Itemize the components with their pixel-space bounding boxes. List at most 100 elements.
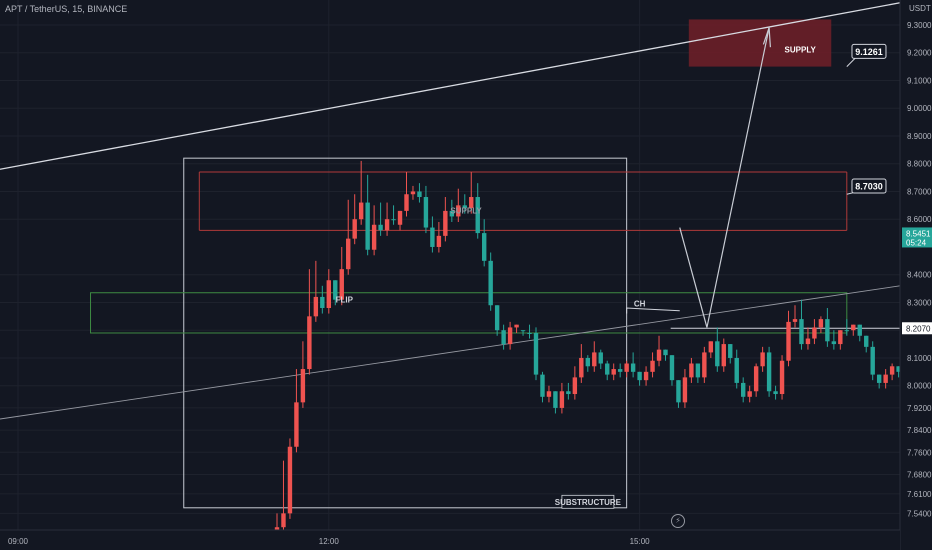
candle-body [637,371,642,381]
time-tick-label: 12:00 [319,537,340,546]
candle-body [715,341,720,367]
candle-body [365,202,370,250]
price-tick-label: 9.0000 [907,104,932,113]
candle-body [404,194,409,211]
candle-body [501,330,506,345]
candle-body [747,391,752,397]
candle-body [540,374,545,397]
lightning-icon[interactable]: ⚡ [671,514,685,528]
candle-body [391,219,396,221]
price-callout-high: 9.1261 [855,47,883,57]
candle-body [430,227,435,247]
flip-label: FLIP [336,295,354,304]
candle-body [371,224,377,250]
candle-body [805,338,811,345]
candle-body [410,191,416,195]
candle-body [753,366,759,392]
candle-body [553,391,558,408]
candle-body [889,366,895,375]
last-price-box [902,227,932,248]
candle-body [663,349,668,356]
candle-body [378,224,383,231]
candle-body [436,235,442,247]
time-tick-label: 09:00 [8,537,29,546]
candle-body [520,330,526,332]
candle-body [728,344,733,358]
price-tick-label: 7.6100 [907,490,932,499]
price-tick-label: 8.1000 [907,354,932,363]
trendline-lower [0,285,901,420]
price-callout-high-pointer [846,57,857,67]
candle-body [766,352,772,392]
candle-body [333,280,338,300]
price-callout-mid: 8.7030 [855,181,883,191]
candle-body [611,369,616,375]
price-tick-label: 7.7600 [907,448,932,457]
candle-body [818,319,824,328]
candle-body [443,210,448,236]
level-label-box [902,322,932,335]
candle-body [507,327,513,345]
candle-body [320,296,325,309]
candle-body [527,332,532,334]
candle-body [514,324,519,328]
candle-body [566,391,571,395]
substructure-label-box [561,494,615,509]
last-price-label: 8.5451 [906,229,931,238]
candle-body [559,391,565,408]
candle-body [650,360,655,372]
grid [0,0,900,530]
candle-body [397,210,403,225]
candle-body [346,238,351,270]
currency-label: USDT [909,4,931,13]
candle-body [857,324,862,336]
candle-body [870,346,875,375]
candle-body [572,377,578,395]
candle-body [624,363,629,372]
price-tick-label: 8.9000 [907,132,932,141]
price-tick-label: 8.7000 [907,187,932,196]
candle-body [812,327,817,339]
price-tick-label: 8.6000 [907,215,932,224]
candle-body [786,321,791,361]
candle-body [469,197,474,209]
candle-body [358,202,364,220]
candle-body [689,363,694,378]
drawing-layer [0,2,901,509]
candle-body [682,377,688,403]
countdown-label: 05:24 [906,238,927,247]
candle-body [585,357,590,367]
candle-body [475,197,480,234]
candle-body [494,305,500,331]
price-axis-bg [900,0,932,550]
candle-body [702,352,707,378]
time-axis[interactable]: 09:00 12:00 15:00 [0,529,900,550]
candle-body [598,352,603,364]
price-tick-label: 9.3000 [907,21,932,30]
price-tick-label: 9.1000 [907,76,932,85]
candle-body [864,335,869,347]
candle-body [592,352,597,367]
candle-body [281,513,286,528]
supply-zone-high [688,19,832,67]
candle-body [825,319,830,342]
candle-body [708,341,714,353]
candle-body [482,233,487,261]
candle-body [300,369,306,403]
price-tick-label: 8.8000 [907,160,932,169]
candle-body [695,363,701,378]
candle-body [779,360,785,395]
price-axis[interactable]: 7.5400 7.6100 7.6800 7.7600 7.8400 7.9200 8.00… [899,0,932,550]
candle-body [876,374,882,383]
candle-body [831,341,837,345]
time-axis-bg [0,530,900,550]
candle-body [449,210,455,217]
price-tick-label: 9.2000 [907,49,932,58]
candle-body [605,363,610,375]
price-callout-mid-box [851,178,887,194]
candle-body [734,357,739,383]
candle-body [313,296,319,317]
candle-body [760,352,765,367]
candle-body [676,380,681,403]
